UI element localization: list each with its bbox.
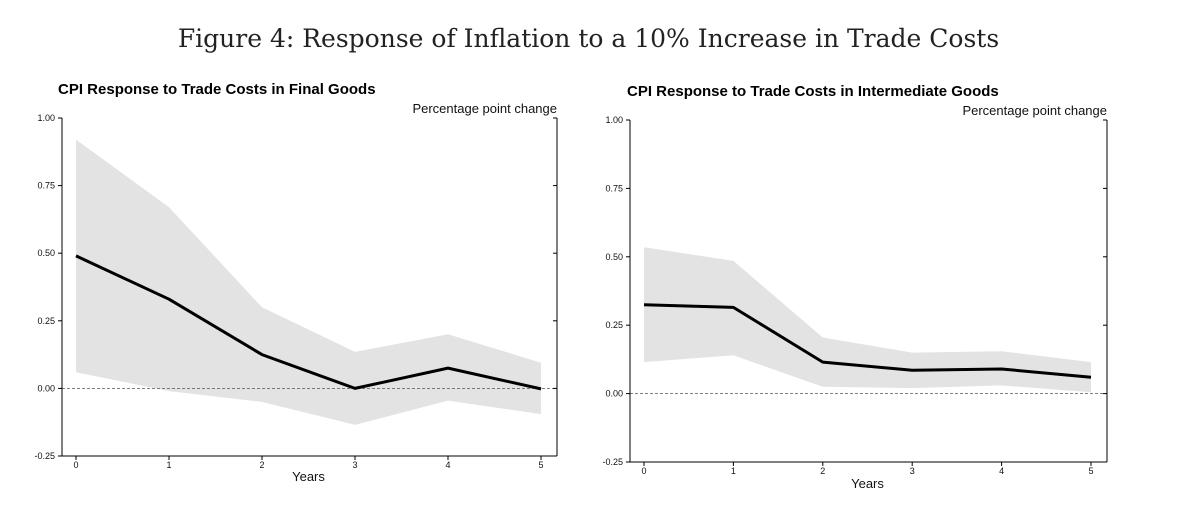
- figure-title: Figure 4: Response of Inflation to a 10%…: [177, 24, 1000, 53]
- confidence-band: [76, 139, 541, 425]
- y-tick-label: 0.00: [605, 389, 623, 399]
- y-tick-label: 0.75: [37, 181, 55, 191]
- x-tick-label: 2: [259, 460, 264, 470]
- x-tick-label: 0: [641, 466, 646, 476]
- panel-title: CPI Response to Trade Costs in Final Goo…: [58, 81, 376, 98]
- chart-intermediate-goods: -0.25 0.00 0.25 0.50 0.75 1.00 0 1 2 3 4 5 CPI Respo…: [602, 83, 1108, 491]
- point-estimate-line: [643, 303, 1092, 379]
- y-tick-label: 0.75: [605, 183, 623, 193]
- x-tick-label: 4: [999, 466, 1004, 476]
- x-axis-label: Years: [851, 476, 884, 491]
- units-label: Percentage point change: [412, 101, 557, 116]
- x-tick-label: 1: [731, 466, 736, 476]
- x-axis-label: Years: [292, 469, 325, 484]
- y-tick-label: -0.25: [34, 451, 55, 461]
- confidence-band: [644, 247, 1091, 393]
- y-tick-label: -0.25: [602, 457, 623, 467]
- y-tick-label: 0.50: [37, 248, 55, 258]
- chart-final-goods: -0.25 0.00 0.25 0.50 0.75 1.00 0 1 2 3 4 5 CPI Respo…: [34, 81, 558, 484]
- x-tick-label: 3: [910, 466, 915, 476]
- x-tick-label: 2: [820, 466, 825, 476]
- y-tick-label: 1.00: [37, 113, 55, 123]
- y-tick-label: 0.00: [37, 383, 55, 393]
- x-tick-label: 3: [352, 460, 357, 470]
- y-tick-label: 0.25: [37, 316, 55, 326]
- y-tick-label: 1.00: [605, 115, 623, 125]
- x-tick-label: 5: [1088, 466, 1093, 476]
- panel-title: CPI Response to Trade Costs in Intermedi…: [627, 83, 999, 100]
- y-tick-label: 0.50: [605, 252, 623, 262]
- x-tick-label: 4: [445, 460, 450, 470]
- x-tick-label: 1: [166, 460, 171, 470]
- point-estimate-line: [75, 254, 542, 391]
- units-label: Percentage point change: [962, 103, 1107, 118]
- x-tick-label: 0: [73, 460, 78, 470]
- y-tick-label: 0.25: [605, 320, 623, 330]
- x-tick-label: 5: [538, 460, 543, 470]
